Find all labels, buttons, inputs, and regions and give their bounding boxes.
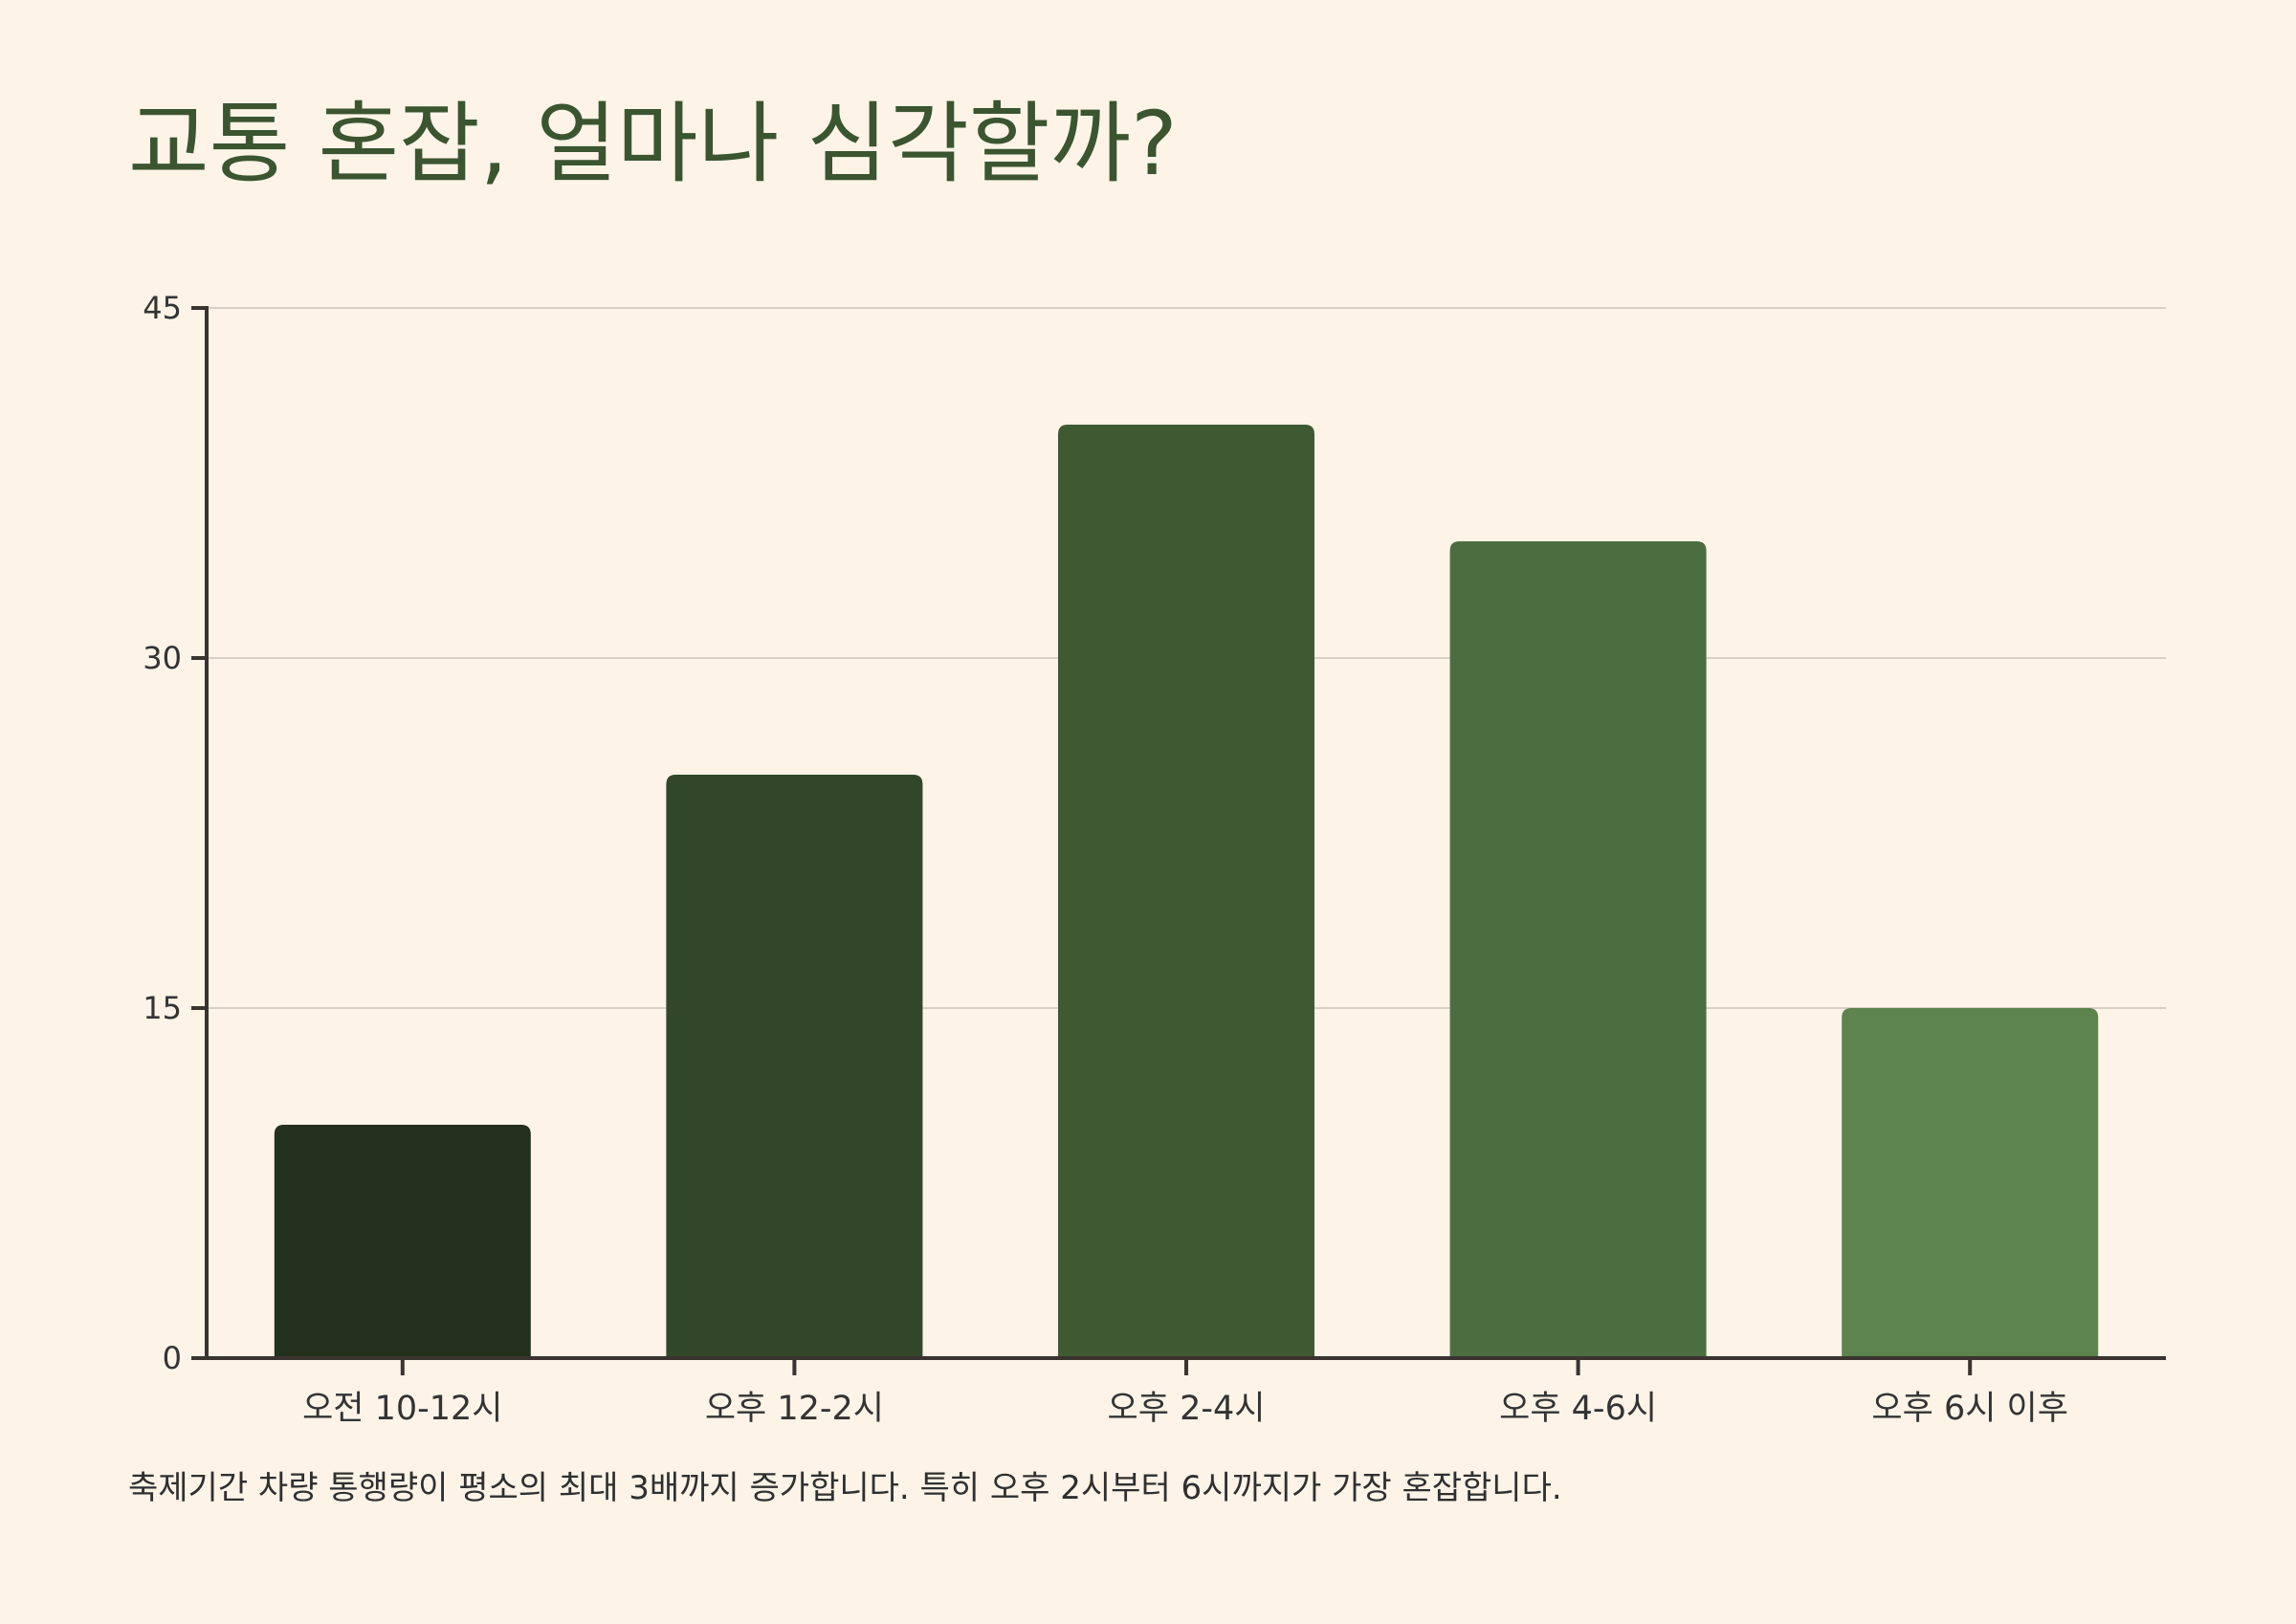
x-tick-label: 오후 4-6시 xyxy=(1499,1390,1657,1428)
y-tick-label: 30 xyxy=(143,640,182,676)
x-tick-label: 오후 6시 이후 xyxy=(1871,1390,2068,1428)
bar xyxy=(1842,1008,2099,1358)
bar xyxy=(666,775,923,1358)
y-tick-label: 0 xyxy=(163,1340,182,1376)
chart-title: 교통 혼잡, 얼마나 심각할까? xyxy=(128,93,1178,195)
labels: 0 15 30 45 오전 10-12시 오후 12-2시 오후 2-4시 오후 4-6시 오후… xyxy=(143,290,2068,1428)
bar xyxy=(1449,541,1707,1358)
x-tick-label: 오후 2-4시 xyxy=(1108,1390,1266,1428)
x-tick-label: 오후 12-2시 xyxy=(705,1390,884,1428)
chart-caption: 축제기간 차량 통행량이 평소의 최대 3배까지 증가합니다. 특히 오후 2시… xyxy=(128,1469,1562,1507)
bar xyxy=(274,1125,531,1358)
bar xyxy=(1058,425,1314,1358)
axes xyxy=(191,306,2166,1375)
x-tick-label: 오전 10-12시 xyxy=(302,1390,502,1428)
y-tick-label: 15 xyxy=(143,990,182,1026)
bars xyxy=(274,425,2099,1358)
y-tick-label: 45 xyxy=(143,290,182,326)
